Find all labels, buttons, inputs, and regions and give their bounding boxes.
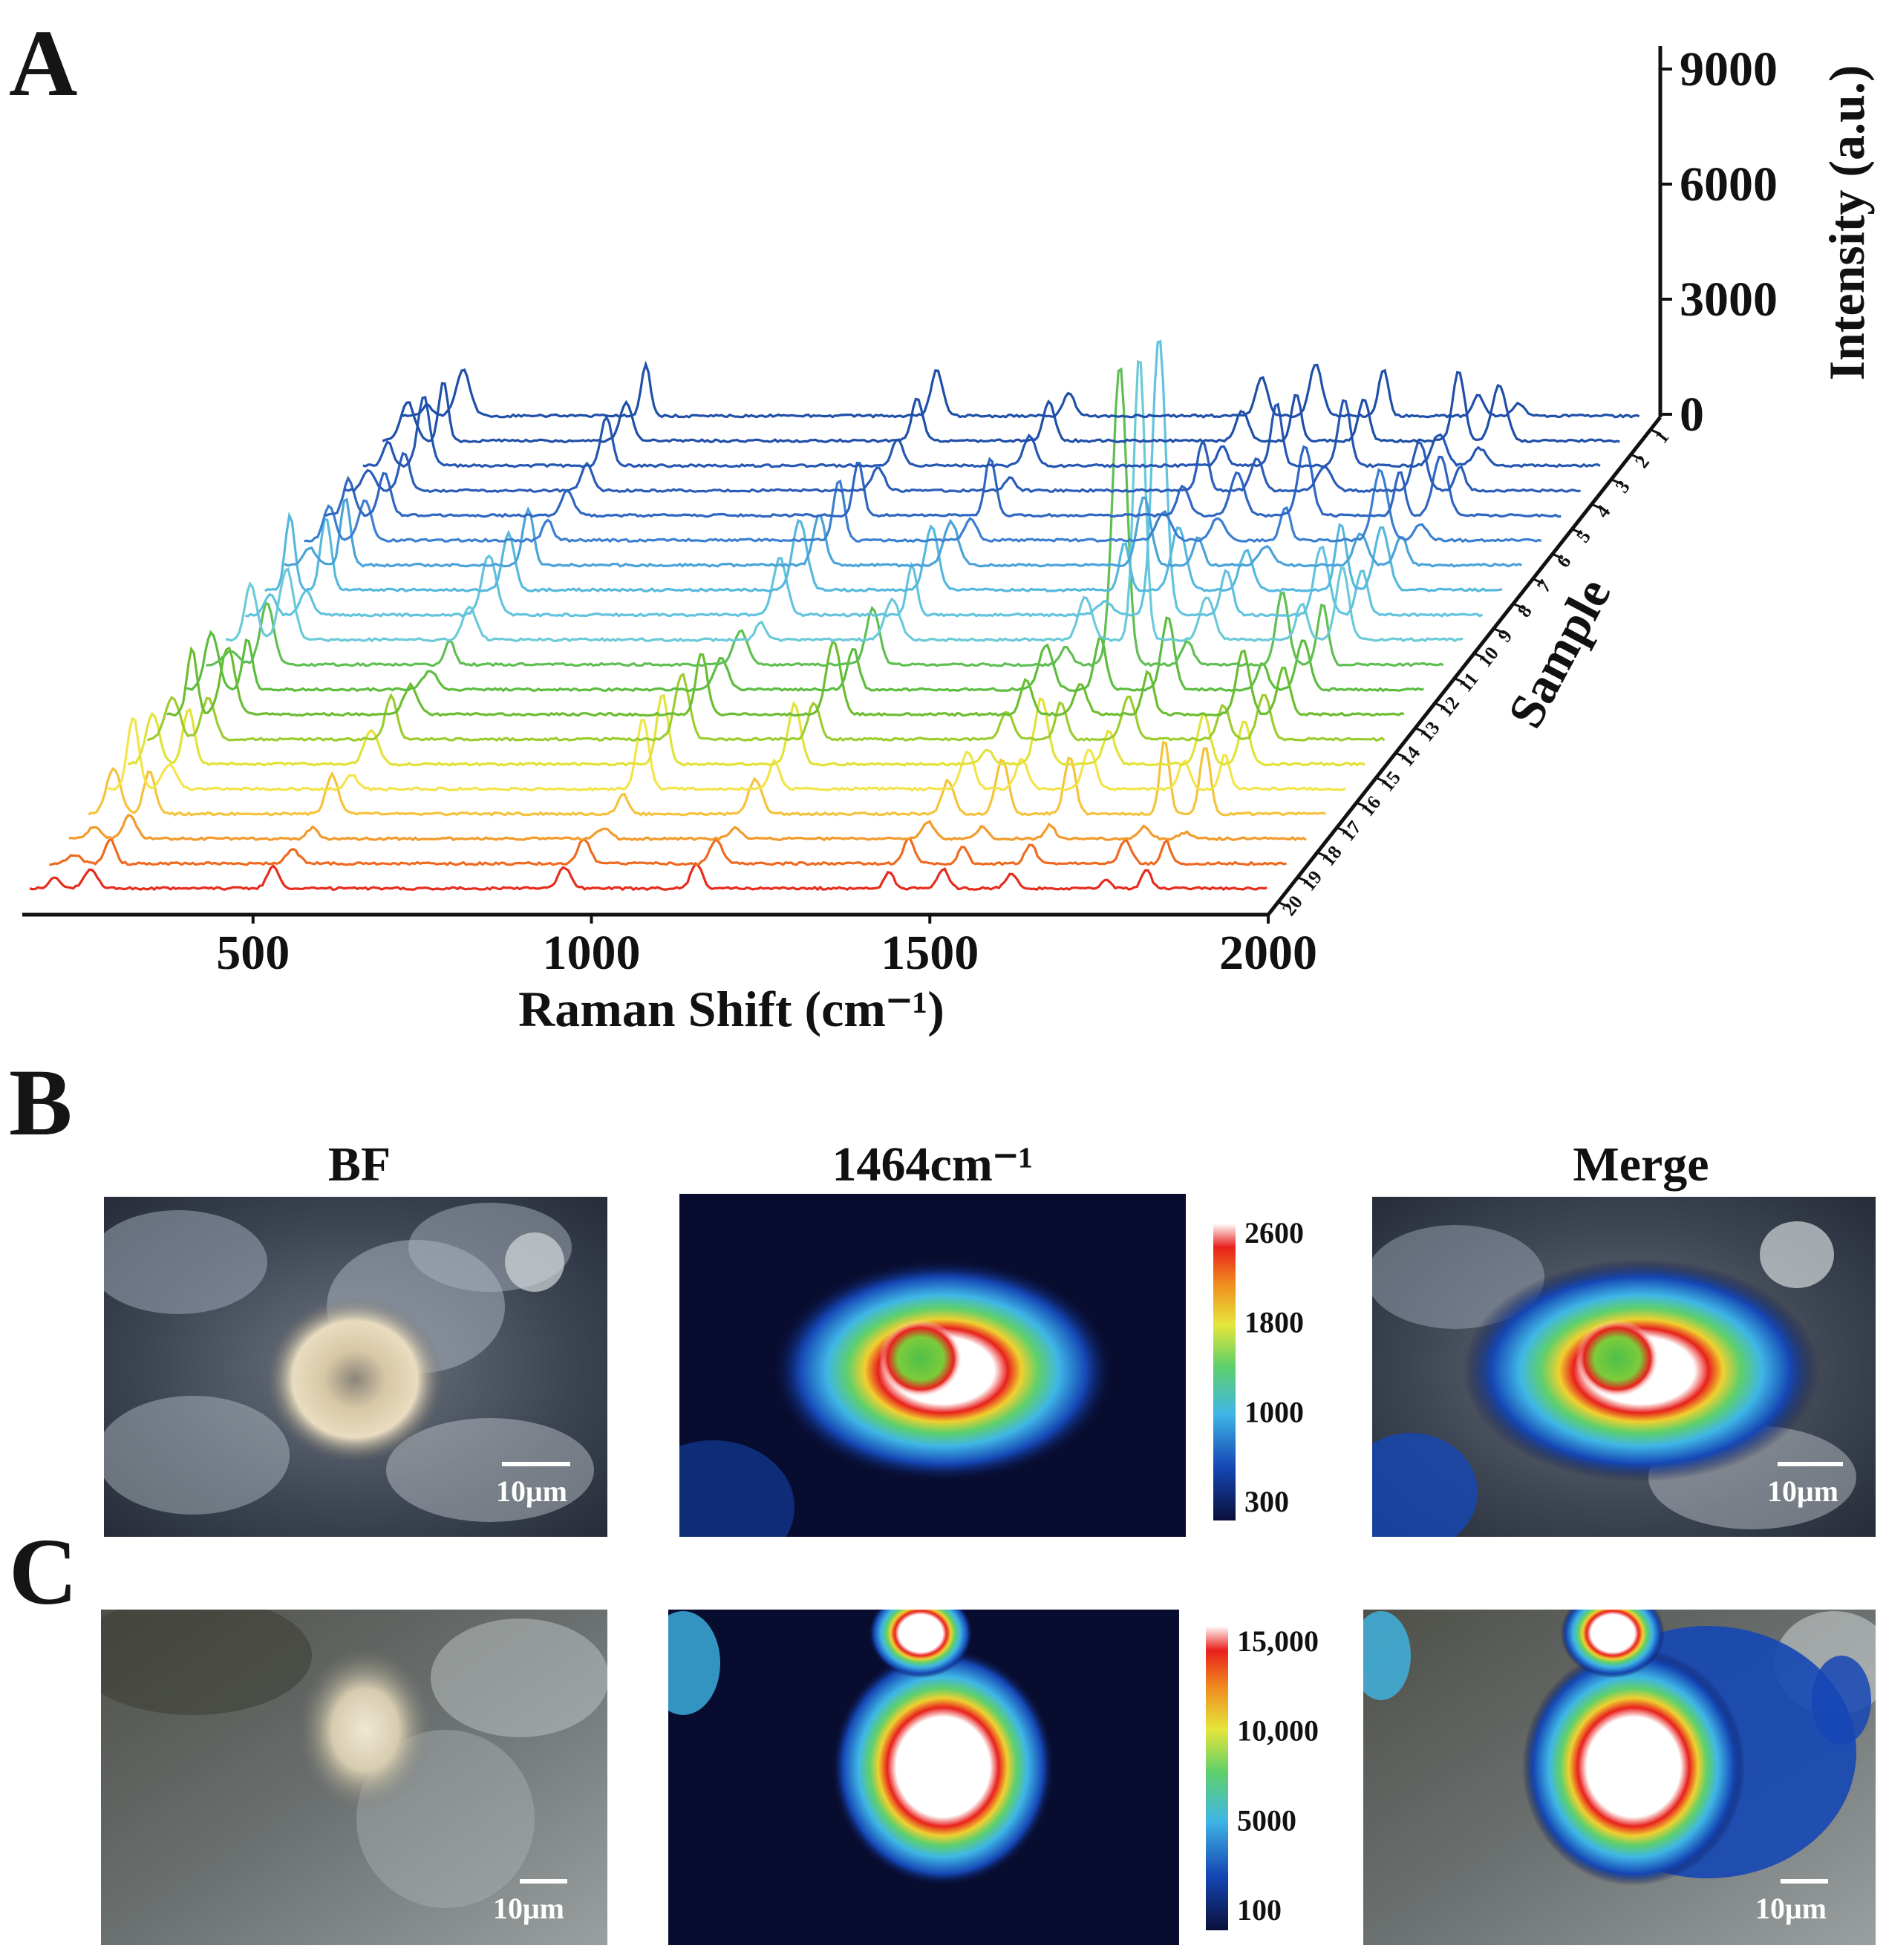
b-colorbar-label-0: 2600 [1244, 1216, 1304, 1250]
spectrum-series-5 [108, 716, 1346, 792]
c-raman-map [668, 1610, 1179, 1945]
c-merge-image [1363, 1610, 1876, 1945]
sample-tick-mark-5 [1571, 528, 1583, 535]
sample-tick-mark-16 [1356, 801, 1368, 808]
y-tick-label-6000: 6000 [1680, 157, 1778, 212]
title-bf: BF [328, 1137, 391, 1192]
sample-tick-mark-11 [1454, 677, 1466, 685]
x-tick-label-1500: 1500 [881, 926, 979, 980]
y-ticks: 0 3000 6000 9000 [1660, 42, 1778, 442]
sample-tick-mark-13 [1414, 727, 1426, 734]
x-tick-label-500: 500 [216, 926, 290, 980]
sample-tick-mark-18 [1316, 851, 1328, 858]
spectrum-series-17 [343, 440, 1581, 494]
sample-tick-label-2: 2 [1631, 451, 1654, 472]
spectrum-series-15 [304, 468, 1542, 543]
c-scale-label-3: 10μm [1755, 1892, 1827, 1925]
spectrum-series-20 [402, 360, 1640, 419]
spectrum-series-9 [186, 616, 1424, 693]
panel-letter-b: B [9, 1050, 72, 1155]
sample-tick-label-6: 6 [1553, 551, 1576, 572]
spectrum-series-3 [68, 814, 1307, 842]
sample-tick-label-7: 7 [1533, 575, 1556, 596]
y-tick-label-0: 0 [1680, 388, 1704, 442]
sample-tick-label-3: 3 [1611, 476, 1634, 497]
sample-tick-mark-17 [1336, 826, 1348, 834]
sample-tick-label-4: 4 [1591, 501, 1614, 522]
x-tick-label-2000: 2000 [1219, 926, 1317, 980]
spectrum-series-13 [264, 511, 1503, 593]
b-brightfield-image [104, 1197, 607, 1537]
waterfall-plot [29, 339, 1640, 892]
x-axis-title: Raman Shift (cm⁻¹) [518, 981, 944, 1037]
sample-tick-mark-15 [1375, 777, 1387, 784]
spectrum-series-10 [206, 367, 1444, 667]
b-colorbar-label-2: 1000 [1244, 1395, 1304, 1428]
spectrum-series-6 [127, 693, 1365, 767]
c-colorbar-label-2: 5000 [1237, 1803, 1296, 1837]
sample-axis-line [1267, 416, 1662, 916]
y-axis-title: Intensity (a.u.) [1818, 65, 1875, 380]
spectrum-series-14 [284, 496, 1523, 568]
c-colorbar-ticks: 15,000 10,000 5000 100 [1237, 1624, 1319, 1927]
b-colorbar-label-1: 1800 [1244, 1306, 1304, 1339]
spectrum-series-11 [225, 360, 1464, 643]
spectrum-series-8 [166, 638, 1405, 717]
c-colorbar [1206, 1626, 1228, 1930]
sample-tick-mark-20 [1277, 901, 1289, 908]
spectrum-series-12 [245, 339, 1484, 618]
b-colorbar [1213, 1224, 1236, 1520]
c-colorbar-label-0: 15,000 [1237, 1624, 1319, 1658]
title-raman: 1464cm⁻¹ [832, 1137, 1034, 1192]
c-brightfield-image [101, 1610, 607, 1945]
sample-tick-mark-2 [1630, 453, 1642, 460]
c-colorbar-label-3: 100 [1237, 1893, 1282, 1927]
b-scale-label-1: 10μm [496, 1474, 567, 1508]
y-tick-label-3000: 3000 [1680, 272, 1778, 327]
spectrum-series-18 [362, 396, 1601, 468]
sample-tick-mark-9 [1493, 627, 1505, 635]
c-colorbar-label-1: 10,000 [1237, 1714, 1319, 1748]
spectrum-series-2 [49, 837, 1287, 866]
spectrum-series-4 [88, 740, 1326, 817]
y-tick-label-9000: 9000 [1680, 42, 1778, 97]
sample-tick-mark-12 [1434, 702, 1446, 709]
sample-tick-mark-6 [1552, 552, 1564, 560]
b-merge-image [1372, 1197, 1876, 1537]
x-ticks: 500 1000 1500 2000 [216, 915, 1317, 980]
spectrum-series-16 [323, 445, 1562, 518]
sample-tick-mark-19 [1297, 876, 1309, 883]
c-scale-label-1: 10μm [493, 1892, 564, 1925]
panel-letter-c: C [9, 1519, 77, 1624]
sample-tick-label-9: 9 [1493, 625, 1516, 646]
x-tick-label-1000: 1000 [543, 926, 641, 980]
sample-tick-mark-7 [1532, 578, 1544, 585]
sample-tick-mark-1 [1650, 428, 1662, 436]
sample-tick-mark-4 [1591, 503, 1603, 510]
b-colorbar-ticks: 2600 1800 1000 300 [1244, 1216, 1304, 1518]
sample-tick-mark-10 [1473, 652, 1485, 659]
sample-tick-label-8: 8 [1513, 601, 1536, 621]
panel-letter-a: A [9, 10, 77, 116]
sample-tick-mark-3 [1611, 478, 1622, 486]
b-colorbar-label-3: 300 [1244, 1485, 1289, 1518]
b-raman-map [679, 1194, 1186, 1537]
spectrum-series-19 [382, 370, 1620, 444]
sample-tick-label-1: 1 [1651, 426, 1674, 447]
title-merge: Merge [1573, 1137, 1709, 1192]
sample-axis-title: Sample [1497, 569, 1622, 736]
sample-tick-mark-8 [1513, 602, 1524, 610]
b-scale-label-3: 10μm [1767, 1474, 1838, 1508]
spectrum-series-1 [29, 861, 1267, 892]
spectrum-series-7 [146, 672, 1386, 742]
sample-tick-mark-14 [1395, 751, 1407, 759]
sample-tick-label-5: 5 [1572, 526, 1595, 546]
